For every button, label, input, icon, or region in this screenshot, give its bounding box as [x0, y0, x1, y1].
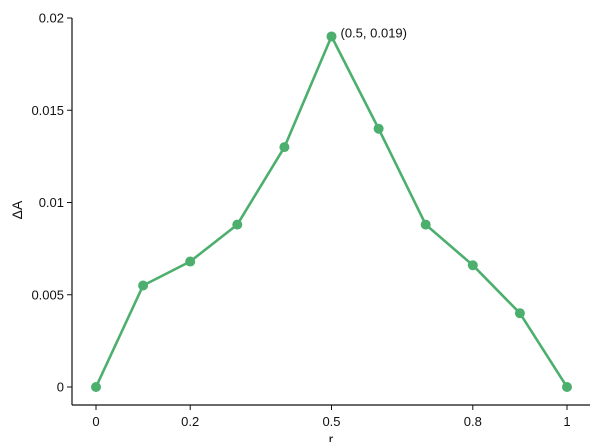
- data-point: [279, 142, 290, 153]
- x-ticks: 0 0.2 0.5 0.8 1: [92, 405, 571, 429]
- data-point: [138, 280, 149, 291]
- data-point: [326, 31, 337, 42]
- axes: [71, 18, 590, 406]
- series-layer: [91, 31, 572, 392]
- y-tick-label: 0.02: [39, 11, 64, 26]
- x-tick-label: 0.5: [322, 414, 340, 429]
- y-tick-label: 0.01: [39, 195, 64, 210]
- y-ticks: 0 0.005 0.01 0.015 0.02: [31, 11, 72, 395]
- x-tick-label: 1: [563, 414, 570, 429]
- data-point: [91, 382, 101, 392]
- x-axis-label: r: [329, 431, 334, 442]
- annotation-layer: (0.5, 0.019): [341, 25, 408, 40]
- y-axis-label: ΔA: [9, 200, 25, 219]
- data-point: [185, 256, 196, 267]
- series-line: [94, 35, 569, 389]
- peak-annotation: (0.5, 0.019): [341, 25, 408, 40]
- data-point: [420, 219, 431, 230]
- y-tick-label: 0: [57, 380, 64, 395]
- data-point: [514, 308, 525, 319]
- data-point: [232, 219, 243, 230]
- x-tick-label: 0.2: [181, 414, 199, 429]
- y-tick-label: 0.015: [31, 103, 64, 118]
- data-point: [562, 382, 572, 392]
- data-point: [467, 260, 478, 271]
- x-tick-label: 0.8: [464, 414, 482, 429]
- data-point: [373, 123, 384, 134]
- y-tick-label: 0.005: [31, 287, 64, 302]
- x-tick-label: 0: [92, 414, 99, 429]
